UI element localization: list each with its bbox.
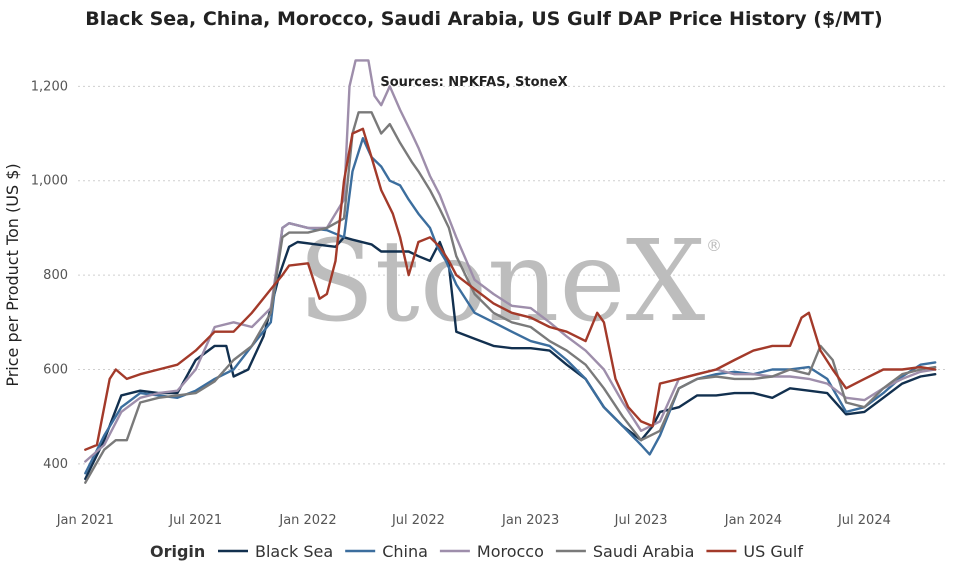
chart-title: Black Sea, China, Morocco, Saudi Arabia,… (85, 8, 883, 30)
x-tick-label: Jul 2024 (837, 513, 891, 528)
watermark: StoneX ® (298, 217, 722, 347)
x-tick-label: Jan 2022 (278, 513, 336, 528)
grid-lines (78, 85, 948, 465)
legend-item-label: Morocco (477, 542, 544, 561)
y-tick-label: 800 (43, 268, 68, 283)
y-axis-title: Price per Product Ton (US $) (3, 163, 22, 386)
x-axis-ticks: Jan 2021 Jul 2021 Jan 2022 Jul 2022 Jan 2023… (56, 513, 891, 528)
y-tick-label: 1,000 (31, 174, 68, 189)
x-tick-label: Jul 2023 (614, 513, 668, 528)
legend-title: Origin (150, 542, 205, 561)
y-axis-ticks: 400 600 800 1,000 1,200 (31, 79, 68, 472)
legend-item-label: Saudi Arabia (593, 542, 695, 561)
x-tick-label: Jul 2021 (168, 513, 222, 528)
x-tick-label: Jan 2024 (724, 513, 782, 528)
chart-subtitle: Sources: NPKFAS, StoneX (380, 75, 567, 90)
x-tick-label: Jan 2021 (56, 513, 114, 528)
legend-item-label: China (382, 542, 428, 561)
legend-item-label: Black Sea (255, 542, 333, 561)
y-tick-label: 1,200 (31, 79, 68, 94)
series-line-us-gulf (84, 127, 937, 451)
series-lines (84, 59, 937, 484)
legend: Origin Black Sea China Morocco Saudi Arabia… (150, 542, 803, 561)
series-line-saudi-arabia (84, 111, 937, 484)
y-tick-label: 400 (43, 457, 68, 472)
watermark-registered-mark: ® (706, 236, 722, 255)
x-tick-label: Jul 2022 (391, 513, 445, 528)
x-tick-label: Jan 2023 (501, 513, 559, 528)
y-tick-label: 600 (43, 362, 68, 377)
legend-item-label: US Gulf (743, 542, 803, 561)
